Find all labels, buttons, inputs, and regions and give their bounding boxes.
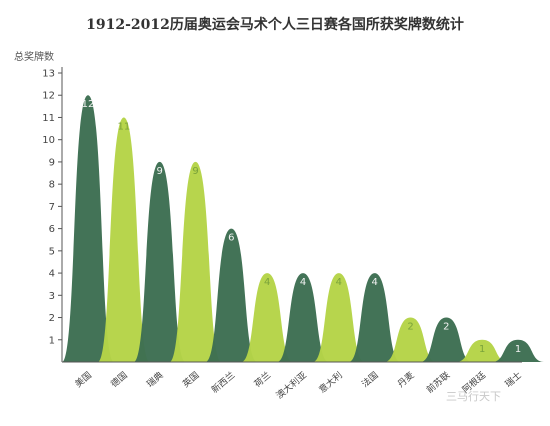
data-label-6: 4 [264, 277, 270, 288]
y-tick-label-9: 9 [49, 157, 55, 168]
data-label-5: 6 [228, 233, 234, 244]
data-label-10: 2 [407, 322, 413, 333]
y-tick-label-12: 12 [42, 91, 55, 102]
category-label-3: 瑞典 [144, 369, 166, 390]
data-label-7: 4 [300, 277, 306, 288]
peak-8 [312, 273, 365, 362]
data-label-11: 2 [443, 322, 449, 333]
data-label-3: 9 [156, 166, 162, 177]
category-label-7: 澳大利亚 [274, 369, 309, 401]
y-tick-label-4: 4 [49, 269, 55, 280]
y-tick-label-2: 2 [49, 313, 55, 324]
peak-10 [384, 317, 437, 362]
category-label-13: 瑞士 [502, 369, 524, 390]
category-label-12: 阿根廷 [460, 369, 488, 396]
y-tick-label-7: 7 [49, 202, 55, 213]
category-label-8: 意大利 [316, 369, 344, 396]
data-label-2: 11 [117, 121, 130, 132]
data-label-13: 1 [515, 344, 521, 355]
peak-9 [348, 273, 401, 362]
y-tick-label-8: 8 [49, 180, 55, 191]
y-tick-label-5: 5 [49, 246, 55, 257]
category-label-10: 丹麦 [395, 369, 417, 390]
peaks-layer [62, 95, 544, 362]
peak-13 [492, 339, 544, 362]
y-tick-label-10: 10 [42, 135, 55, 146]
peak-2 [97, 117, 150, 362]
peak-4 [169, 161, 222, 362]
data-label-9: 4 [371, 277, 377, 288]
category-label-11: 前苏联 [424, 369, 452, 396]
category-label-6: 荷兰 [252, 369, 274, 390]
y-tick-label-13: 13 [42, 69, 55, 80]
category-label-4: 英国 [180, 369, 202, 390]
peak-12 [456, 339, 509, 362]
data-label-1: 12 [82, 99, 95, 110]
category-label-1: 美国 [72, 369, 94, 390]
peak-7 [277, 273, 329, 362]
peak-3 [133, 161, 186, 362]
category-label-5: 新西兰 [209, 369, 237, 396]
data-label-4: 9 [192, 166, 198, 177]
category-label-9: 法国 [359, 369, 381, 390]
peak-6 [241, 273, 294, 362]
y-tick-label-1: 1 [49, 335, 55, 346]
peak-5 [205, 228, 258, 362]
category-label-2: 德国 [108, 369, 130, 390]
peak-1 [62, 95, 114, 362]
y-axis-label: 总奖牌数 [14, 52, 54, 63]
y-tick-label-3: 3 [49, 291, 55, 302]
data-label-12: 1 [479, 344, 485, 355]
peak-11 [420, 317, 473, 362]
chart-title: 1912-2012历届奥运会马术个人三日赛各国所获奖牌数统计 [86, 17, 464, 33]
watermark: 三马行天下 [446, 390, 501, 403]
data-label-8: 4 [336, 277, 342, 288]
y-tick-label-11: 11 [42, 113, 55, 124]
y-tick-label-6: 6 [49, 224, 55, 235]
